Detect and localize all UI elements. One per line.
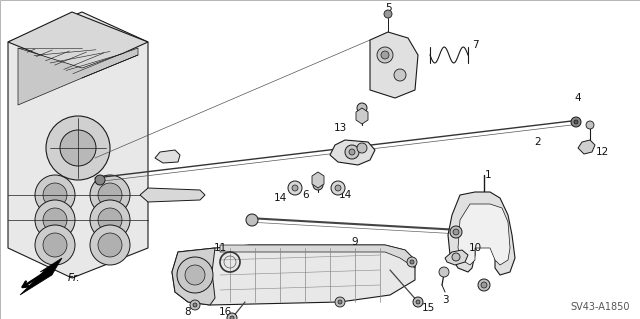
- Circle shape: [357, 143, 367, 153]
- Circle shape: [46, 116, 110, 180]
- Circle shape: [384, 10, 392, 18]
- Text: 15: 15: [421, 303, 435, 313]
- Circle shape: [230, 316, 234, 319]
- Polygon shape: [155, 150, 180, 163]
- Circle shape: [35, 175, 75, 215]
- Text: 16: 16: [218, 307, 232, 317]
- Circle shape: [98, 208, 122, 232]
- Polygon shape: [458, 204, 510, 265]
- Circle shape: [335, 297, 345, 307]
- Circle shape: [90, 200, 130, 240]
- Polygon shape: [578, 140, 595, 154]
- Circle shape: [35, 225, 75, 265]
- Polygon shape: [448, 192, 515, 275]
- Text: 14: 14: [273, 193, 287, 203]
- Polygon shape: [18, 48, 138, 105]
- Circle shape: [416, 300, 420, 304]
- Text: 13: 13: [333, 123, 347, 133]
- Text: 6: 6: [303, 190, 309, 200]
- Circle shape: [574, 120, 578, 124]
- Circle shape: [292, 185, 298, 191]
- Polygon shape: [370, 32, 418, 98]
- Circle shape: [357, 103, 367, 113]
- Text: 2: 2: [534, 137, 541, 147]
- Text: 8: 8: [185, 307, 191, 317]
- Circle shape: [43, 233, 67, 257]
- Text: 3: 3: [442, 295, 448, 305]
- Circle shape: [381, 51, 389, 59]
- Circle shape: [410, 260, 414, 264]
- Circle shape: [450, 226, 462, 238]
- Circle shape: [90, 225, 130, 265]
- Text: SV43-A1850: SV43-A1850: [570, 302, 630, 312]
- Text: 14: 14: [339, 190, 351, 200]
- Circle shape: [478, 279, 490, 291]
- Circle shape: [394, 69, 406, 81]
- Circle shape: [452, 253, 460, 261]
- Circle shape: [407, 257, 417, 267]
- Circle shape: [98, 183, 122, 207]
- Circle shape: [90, 175, 130, 215]
- Polygon shape: [445, 250, 468, 265]
- Circle shape: [377, 47, 393, 63]
- Circle shape: [313, 180, 323, 190]
- Polygon shape: [172, 245, 415, 305]
- Text: 11: 11: [213, 243, 227, 253]
- Polygon shape: [8, 12, 148, 278]
- Polygon shape: [312, 172, 324, 188]
- Circle shape: [288, 181, 302, 195]
- Circle shape: [177, 257, 213, 293]
- Circle shape: [246, 214, 258, 226]
- Circle shape: [335, 185, 341, 191]
- Circle shape: [453, 229, 459, 235]
- Circle shape: [60, 130, 96, 166]
- Polygon shape: [172, 248, 215, 305]
- Circle shape: [35, 200, 75, 240]
- Polygon shape: [330, 140, 375, 165]
- Text: 9: 9: [352, 237, 358, 247]
- Text: 10: 10: [468, 243, 481, 253]
- Circle shape: [413, 297, 423, 307]
- Circle shape: [43, 208, 67, 232]
- Text: Fr.: Fr.: [68, 273, 81, 283]
- Circle shape: [586, 121, 594, 129]
- Polygon shape: [356, 108, 368, 124]
- Circle shape: [571, 117, 581, 127]
- Polygon shape: [20, 258, 62, 295]
- Circle shape: [481, 282, 487, 288]
- Polygon shape: [8, 12, 148, 72]
- Circle shape: [227, 313, 237, 319]
- Circle shape: [349, 149, 355, 155]
- Circle shape: [190, 300, 200, 310]
- Text: 7: 7: [472, 40, 478, 50]
- Circle shape: [98, 233, 122, 257]
- Circle shape: [185, 265, 205, 285]
- Text: 12: 12: [595, 147, 609, 157]
- Polygon shape: [220, 245, 415, 268]
- Polygon shape: [140, 188, 205, 202]
- Text: 5: 5: [385, 3, 391, 13]
- Circle shape: [345, 145, 359, 159]
- Circle shape: [331, 181, 345, 195]
- Circle shape: [193, 303, 197, 307]
- Circle shape: [95, 175, 105, 185]
- Circle shape: [43, 183, 67, 207]
- Text: 4: 4: [575, 93, 581, 103]
- Circle shape: [338, 300, 342, 304]
- Text: 1: 1: [484, 170, 492, 180]
- Circle shape: [439, 267, 449, 277]
